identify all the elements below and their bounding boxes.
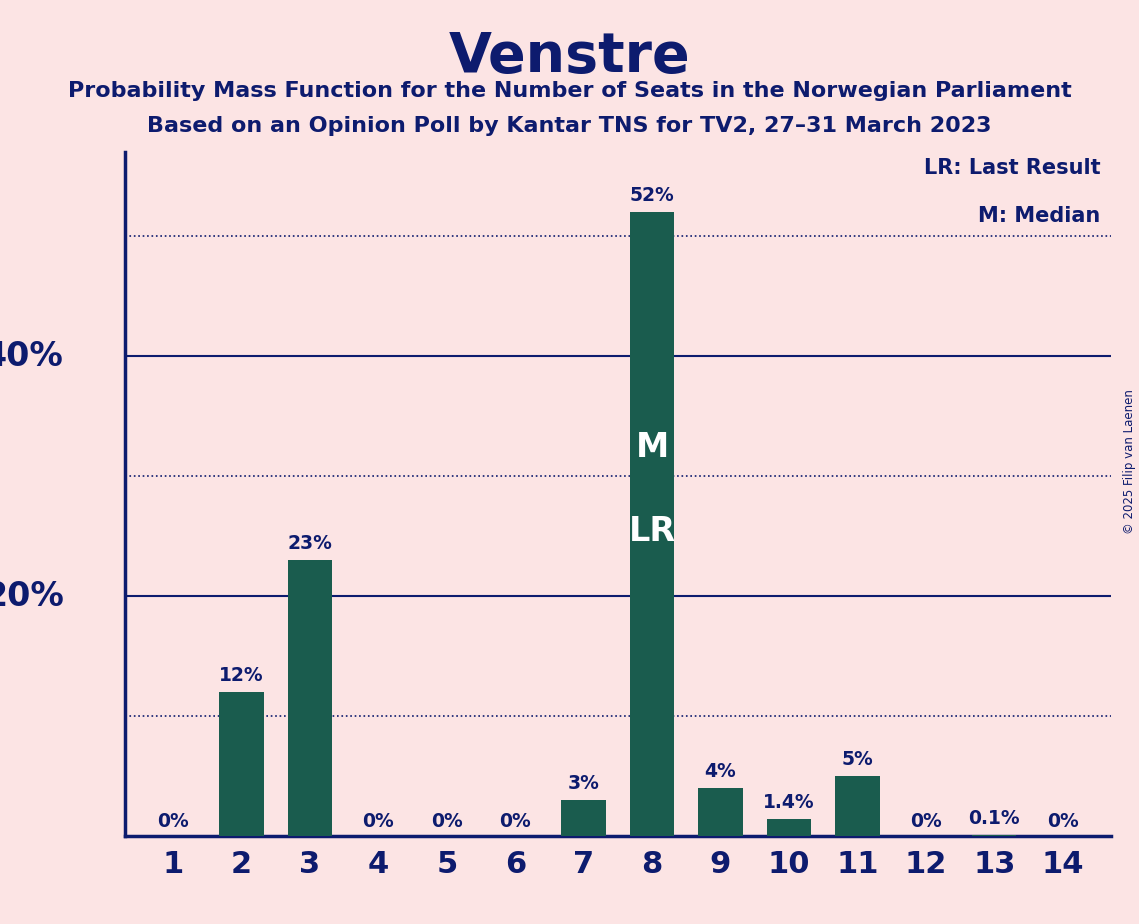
Text: M: Median: M: Median bbox=[978, 206, 1100, 226]
Text: 0%: 0% bbox=[499, 812, 531, 832]
Text: Probability Mass Function for the Number of Seats in the Norwegian Parliament: Probability Mass Function for the Number… bbox=[67, 81, 1072, 102]
Text: © 2025 Filip van Laenen: © 2025 Filip van Laenen bbox=[1123, 390, 1137, 534]
Text: LR: LR bbox=[629, 516, 675, 548]
Text: 0%: 0% bbox=[431, 812, 462, 832]
Text: 4%: 4% bbox=[705, 762, 737, 781]
Text: 0%: 0% bbox=[910, 812, 942, 832]
Text: Venstre: Venstre bbox=[449, 30, 690, 83]
Text: 1.4%: 1.4% bbox=[763, 793, 814, 812]
Text: 0%: 0% bbox=[362, 812, 394, 832]
Bar bbox=[630, 213, 674, 836]
Bar bbox=[562, 800, 606, 836]
Bar bbox=[698, 788, 743, 836]
Text: 40%: 40% bbox=[0, 340, 64, 373]
Text: Based on an Opinion Poll by Kantar TNS for TV2, 27–31 March 2023: Based on an Opinion Poll by Kantar TNS f… bbox=[147, 116, 992, 136]
Text: 12%: 12% bbox=[220, 666, 264, 685]
Text: M: M bbox=[636, 432, 669, 465]
Text: 20%: 20% bbox=[0, 579, 64, 613]
Text: LR: Last Result: LR: Last Result bbox=[924, 158, 1100, 178]
Text: 0.1%: 0.1% bbox=[968, 808, 1021, 828]
Text: 0%: 0% bbox=[1047, 812, 1079, 832]
Bar bbox=[972, 835, 1016, 836]
Text: 0%: 0% bbox=[157, 812, 189, 832]
Text: 52%: 52% bbox=[630, 187, 674, 205]
Bar bbox=[288, 560, 333, 836]
Bar bbox=[220, 692, 264, 836]
Bar bbox=[835, 776, 879, 836]
Text: 3%: 3% bbox=[567, 774, 599, 793]
Text: 5%: 5% bbox=[842, 750, 874, 769]
Bar bbox=[767, 820, 811, 836]
Text: 23%: 23% bbox=[287, 534, 333, 553]
